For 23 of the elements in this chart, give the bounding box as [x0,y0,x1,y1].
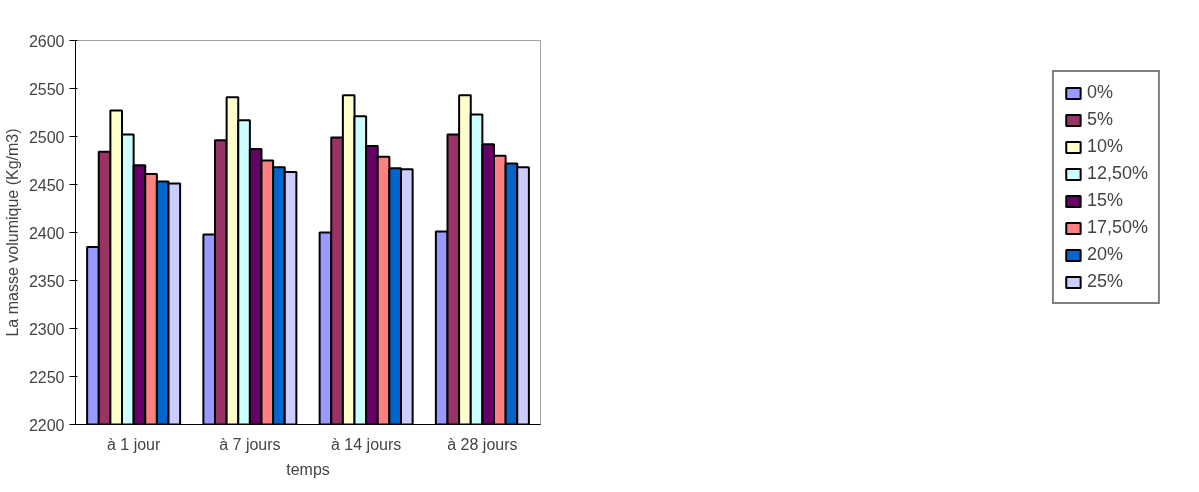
y-tick-label: 2350 [28,272,65,290]
legend-label: 17,50% [1086,217,1148,238]
x-tick-label: à 1 jour [106,435,161,453]
y-tick-label: 2400 [28,224,65,242]
x-tick-label: à 14 jours [330,435,402,453]
y-tick-label: 2550 [28,80,65,98]
y-tick-label: 2200 [28,416,65,434]
legend-label: 10% [1086,136,1123,157]
y-tick-label: 2250 [28,368,65,386]
y-tick-label: 2450 [28,176,65,194]
x-tick-label: à 7 jours [219,435,281,453]
y-axis-title: La masse volumique (Kg/m3) [3,128,21,337]
legend-label: 20% [1086,244,1123,265]
legend-label: 15% [1086,190,1123,211]
x-tick-label: à 28 jours [447,435,518,453]
y-tick-label: 2300 [28,320,65,338]
legend-label: 0% [1086,82,1113,103]
y-tick-label: 2600 [28,32,65,50]
legend-label: 12,50% [1086,163,1148,184]
x-axis-title: temps [286,460,330,478]
legend-label: 5% [1086,109,1113,130]
legend-label: 25% [1086,271,1123,292]
y-tick-label: 2500 [28,128,65,146]
